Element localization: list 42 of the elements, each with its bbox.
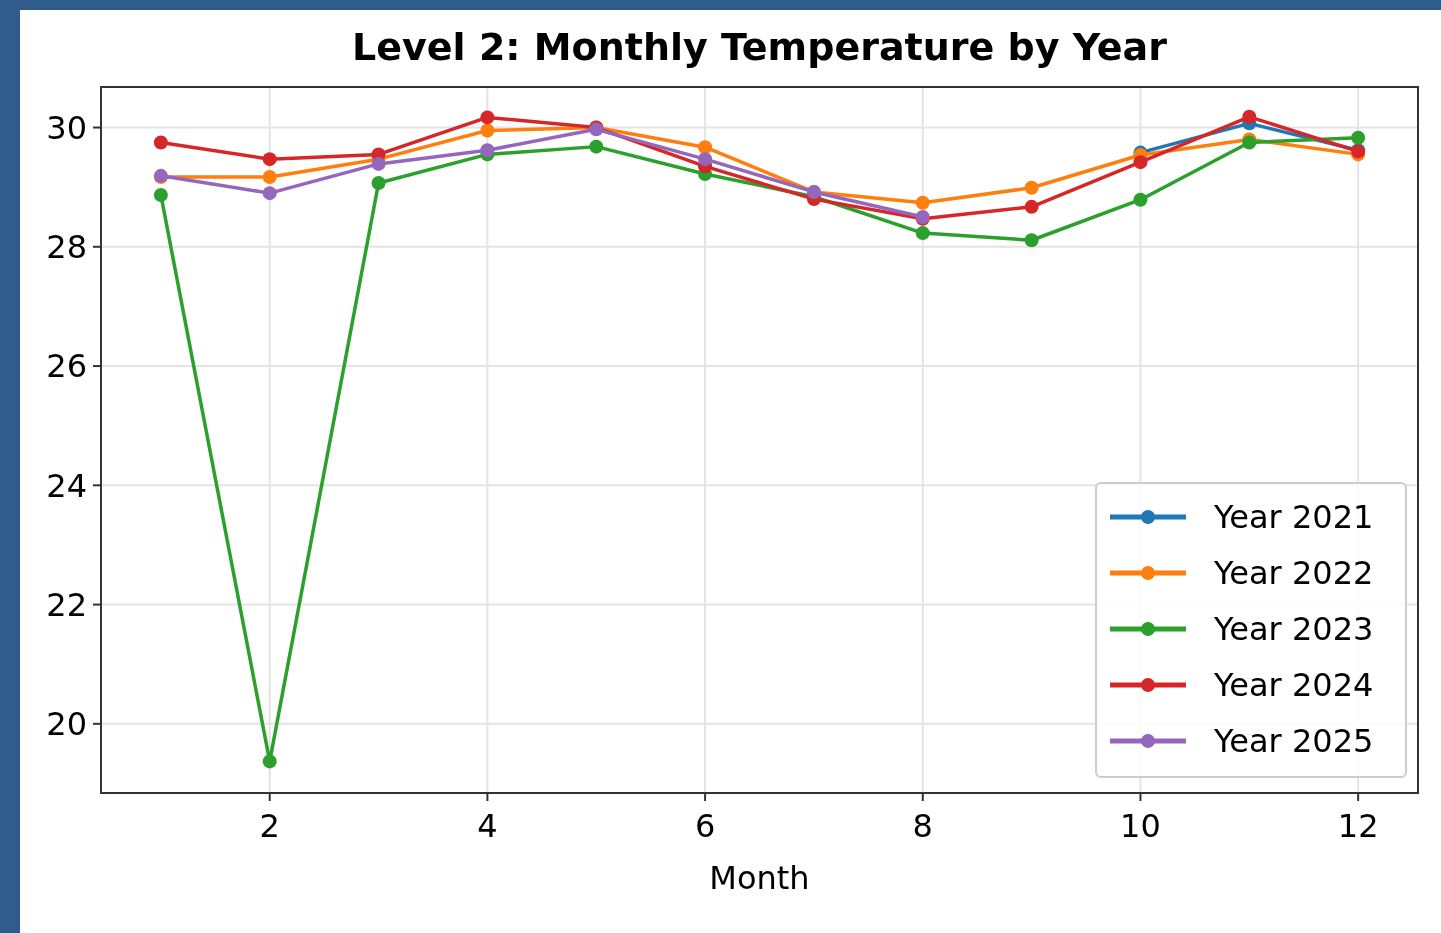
point <box>698 152 713 167</box>
point <box>262 170 277 185</box>
x-tick-label: 2 <box>259 807 280 845</box>
point <box>480 123 495 138</box>
chart-title: Level 2: Monthly Temperature by Year <box>352 25 1168 69</box>
y-tick-label: 20 <box>46 705 87 744</box>
point <box>1351 130 1366 145</box>
point <box>262 754 277 769</box>
point <box>480 143 495 158</box>
point <box>1242 109 1257 124</box>
point <box>153 135 168 150</box>
x-tick-label: 4 <box>477 807 498 845</box>
point <box>480 110 495 125</box>
point <box>1133 155 1148 170</box>
point <box>915 226 930 241</box>
x-tick-label: 12 <box>1337 807 1379 845</box>
legend-label: Year 2023 <box>1213 610 1374 649</box>
legend-label: Year 2024 <box>1213 666 1374 705</box>
x-tick-label: 10 <box>1120 807 1161 845</box>
point <box>1024 233 1039 248</box>
point <box>698 140 713 155</box>
point <box>262 152 277 167</box>
point <box>589 139 604 154</box>
point <box>1133 192 1148 207</box>
point <box>371 176 386 190</box>
y-tick-label: 26 <box>46 347 87 386</box>
y-tick-label: 30 <box>46 108 87 147</box>
y-tick-label: 22 <box>46 585 87 624</box>
legend-label: Year 2025 <box>1213 722 1374 761</box>
point <box>153 187 168 202</box>
legend-label: Year 2022 <box>1213 554 1374 593</box>
y-tick-label: 28 <box>46 228 87 266</box>
point <box>1024 199 1039 214</box>
legend-label: Year 2021 <box>1213 498 1374 537</box>
point <box>262 186 277 201</box>
y-tick-label: 24 <box>46 466 87 505</box>
x-tick-label: 8 <box>912 807 933 845</box>
point <box>915 195 930 210</box>
point <box>1024 180 1039 195</box>
x-tick-label: 6 <box>694 807 716 845</box>
point <box>371 156 386 171</box>
x-axis-title: Month <box>709 859 810 897</box>
